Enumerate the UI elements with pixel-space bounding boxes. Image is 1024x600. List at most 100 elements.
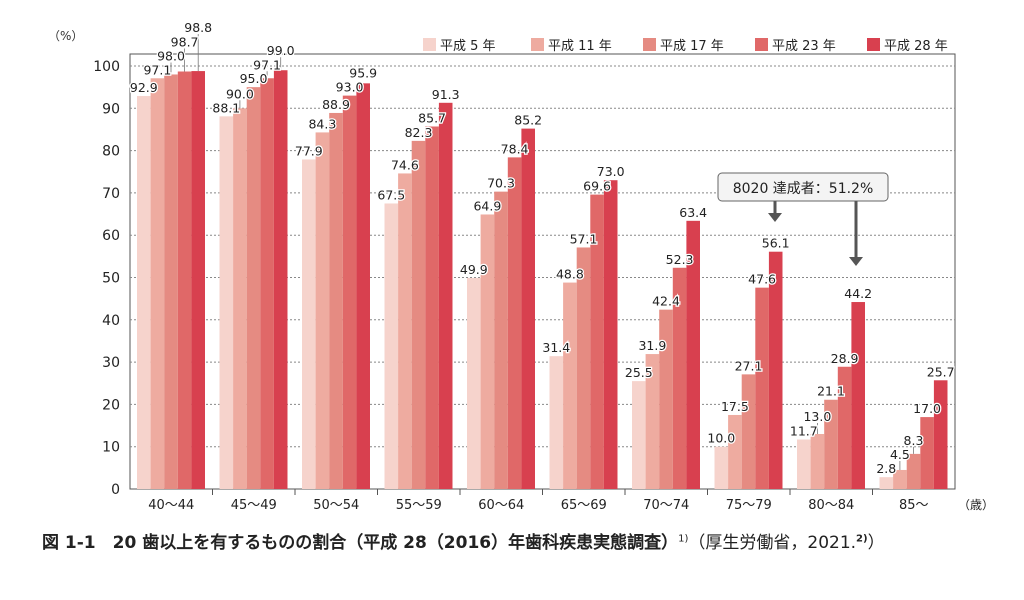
caption-title: 図 1-1 20 歯以上を有するものの割合（平成 28（2016）年歯科疾患実態… — [42, 533, 679, 553]
y-tick-label: 20 — [102, 397, 120, 413]
annotation-box — [717, 172, 889, 202]
data-label: 44.2 — [844, 286, 872, 301]
data-label: 95.0 — [240, 71, 268, 86]
legend-swatch — [643, 38, 656, 51]
bar — [797, 439, 811, 489]
bar — [714, 446, 729, 489]
data-label: 98.8 — [184, 20, 212, 35]
data-label: 73.0 — [597, 164, 625, 179]
bar — [273, 70, 288, 489]
arrow-head-icon — [768, 213, 782, 222]
bar — [398, 173, 412, 489]
data-label: 56.1 — [762, 236, 790, 251]
legend-label: 平成 17 年 — [660, 39, 724, 54]
data-label: 31.9 — [638, 338, 666, 353]
bar — [438, 102, 453, 490]
data-label: 88.1 — [212, 100, 240, 115]
caption-ref: 2) — [856, 533, 868, 545]
y-tick-label: 10 — [102, 440, 120, 456]
bar — [672, 267, 687, 489]
data-label: 85.2 — [514, 113, 542, 128]
x-tick-label: 85～ — [899, 498, 929, 513]
data-label: 17.5 — [721, 399, 749, 414]
x-tick-label: 50～54 — [313, 498, 359, 513]
y-tick-label: 50 — [102, 271, 120, 287]
bar-chart: 0 10 20 30 40 50 60 70 80 90 100 （%） 40～44 45～49 50～54… — [48, 19, 994, 513]
x-tick-label: 55～59 — [396, 498, 442, 513]
data-label: 84.3 — [308, 116, 336, 131]
data-label: 57.1 — [570, 231, 598, 246]
bar — [879, 477, 894, 489]
data-label: 92.9 — [130, 80, 158, 95]
bar — [260, 78, 274, 489]
x-tick-label: 65～69 — [561, 498, 607, 513]
data-label: 8.3 — [904, 433, 924, 448]
data-label: 25.5 — [625, 365, 653, 380]
annotation-text: 8020 達成者：51.2% — [733, 181, 874, 197]
data-label: 98.0 — [157, 48, 185, 63]
y-tick-label: 70 — [102, 186, 120, 202]
y-tick-label: 30 — [102, 355, 120, 371]
bar — [411, 140, 426, 489]
data-label: 42.4 — [652, 294, 680, 309]
x-unit-label: （歳） — [958, 498, 994, 512]
bar — [755, 287, 769, 489]
data-label: 98.7 — [171, 34, 199, 49]
data-label: 67.5 — [377, 187, 405, 202]
bar — [728, 414, 742, 489]
y-tick-label: 40 — [102, 313, 120, 329]
legend-label: 平成 11 年 — [548, 39, 612, 54]
data-label: 77.9 — [295, 143, 323, 158]
data-label: 91.3 — [432, 87, 460, 102]
legend-label: 平成 28 年 — [884, 39, 948, 54]
data-label: 25.7 — [927, 364, 955, 379]
data-label: 49.9 — [460, 262, 488, 277]
caption-source: （厚生労働省，2021. — [688, 533, 857, 553]
data-label: 11.7 — [790, 424, 818, 439]
bar — [384, 203, 399, 489]
y-tick-label: 0 — [111, 482, 120, 498]
bar — [810, 434, 825, 489]
bar — [686, 220, 700, 489]
bar — [480, 214, 495, 489]
legend-label: 平成 5 年 — [440, 39, 496, 54]
data-label: 78.4 — [501, 141, 529, 156]
data-label: 27.1 — [735, 358, 763, 373]
data-label: 97.1 — [143, 62, 171, 77]
bar — [933, 380, 948, 489]
bar — [467, 277, 481, 489]
bar — [425, 126, 439, 489]
bar — [342, 95, 357, 490]
bar — [851, 302, 865, 489]
data-label: 70.3 — [487, 176, 515, 191]
bar — [137, 96, 151, 490]
caption-ref: 1) — [678, 533, 689, 545]
bar — [356, 83, 370, 489]
x-tick-label: 40～44 — [148, 498, 194, 513]
data-label: 21.1 — [817, 384, 845, 399]
y-tick-label: 80 — [102, 144, 120, 160]
caption-close: ） — [867, 533, 885, 553]
data-label: 85.7 — [418, 110, 446, 125]
data-label: 97.1 — [253, 57, 281, 72]
data-label: 82.3 — [405, 125, 433, 140]
data-label: 63.4 — [679, 205, 707, 220]
data-label: 99.0 — [267, 43, 295, 58]
x-tick-label: 75～79 — [726, 498, 772, 513]
y-tick-label: 90 — [102, 101, 120, 117]
bar — [824, 399, 838, 489]
bar — [590, 194, 604, 490]
bar — [219, 116, 234, 489]
bar — [329, 112, 343, 489]
bar — [906, 453, 921, 489]
arrow-head-icon — [849, 257, 863, 266]
bar — [645, 354, 660, 489]
bar — [164, 74, 178, 490]
bar — [920, 417, 934, 489]
figure-caption: 図 1-1 20 歯以上を有するものの割合（平成 28（2016）年歯科疾患実態… — [42, 528, 885, 553]
bar — [576, 247, 591, 489]
bar — [191, 71, 205, 490]
bar — [741, 374, 756, 489]
data-label: 52.3 — [666, 252, 694, 267]
x-tick-label: 60～64 — [478, 498, 524, 513]
